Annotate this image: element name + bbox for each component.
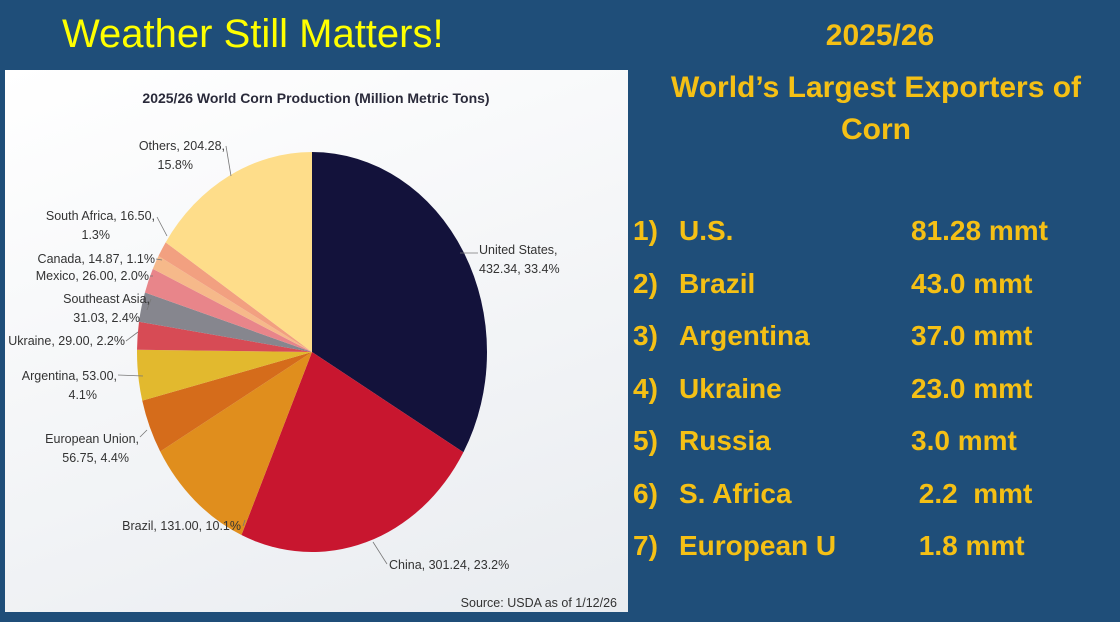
exporter-amount: 2.2 mmt — [911, 477, 1033, 509]
leader-line — [225, 145, 232, 177]
exporter-amount: 1.8 mmt — [911, 530, 1025, 561]
data-label: Mexico, 26.00, 2.0% — [36, 269, 149, 283]
data-label: Others, 204.28, 15.8% — [139, 139, 225, 172]
exporter-country: Ukraine — [679, 372, 782, 404]
exporter-country: Argentina — [679, 320, 810, 351]
exporter-country: Russia — [679, 425, 771, 456]
data-label: United States, 432.34, 33.4% — [479, 243, 560, 276]
data-label: Southeast Asia, 31.03, 2.4% — [63, 292, 150, 325]
leader-line — [372, 541, 388, 565]
exporter-row: 2) Brazil 43.0 mmt — [633, 268, 1113, 304]
chart-source: Source: USDA as of 1/12/26 — [461, 596, 617, 610]
pie-chart: 2025/26 World Corn Production (Million M… — [8, 90, 617, 610]
leader-line — [155, 258, 163, 261]
exporter-rank: 4) — [633, 372, 658, 404]
exporter-rank: 7) — [633, 530, 658, 561]
pie-slice-ukraine — [137, 321, 312, 352]
exporter-amount: 81.28 mmt — [911, 215, 1048, 246]
pie-slice-european-union — [142, 352, 312, 452]
exporter-rank: 2) — [633, 267, 658, 299]
exporter-country: Brazil — [679, 267, 756, 299]
data-label: China, 301.24, 23.2% — [389, 558, 509, 572]
data-label: European Union, 56.75, 4.4% — [45, 432, 139, 465]
exporter-rank: 5) — [633, 425, 658, 456]
exporter-row: 1) U.S. 81.28 mmt — [633, 215, 1113, 251]
exporter-rank: 1) — [633, 215, 658, 246]
exporter-amount: 43.0 mmt — [911, 267, 1033, 299]
leader-line — [242, 519, 246, 527]
pie-slice-southeast-asia — [139, 292, 312, 352]
pie-chart-panel: 2025/26 World Corn Production (Million M… — [5, 70, 628, 612]
pie-slice-argentina — [137, 349, 312, 401]
exporter-row: 6) S. Africa 2.2 mmt — [633, 478, 1113, 514]
pie-slice-south-africa — [158, 242, 312, 352]
slide-title: Weather Still Matters! — [62, 12, 444, 56]
exporter-row: 4) Ukraine 23.0 mmt — [633, 373, 1113, 409]
exporter-amount: 23.0 mmt — [911, 372, 1033, 404]
leader-line — [139, 429, 148, 438]
data-label: South Africa, 16.50, 1.3% — [46, 209, 155, 242]
exporter-country: European U — [679, 530, 837, 561]
pie-slice-mexico — [144, 268, 312, 352]
data-label: Canada, 14.87, 1.1% — [38, 252, 155, 266]
pie-slice-canada — [152, 256, 312, 352]
exporter-amount: 3.0 mmt — [911, 425, 1017, 456]
exporter-country: U.S. — [679, 215, 734, 246]
data-label: Ukraine, 29.00, 2.2% — [8, 334, 125, 348]
exporter-rank: 6) — [633, 477, 658, 509]
exporter-row: 7) European U 1.8 mmt — [633, 530, 1113, 566]
pie-slice-brazil — [160, 352, 312, 536]
exporters-heading-line2: Corn — [841, 113, 911, 146]
leader-line — [156, 216, 168, 237]
chart-title: 2025/26 World Corn Production (Million M… — [142, 90, 489, 106]
leader-line — [117, 374, 144, 377]
exporter-row: 5) Russia 3.0 mmt — [633, 425, 1113, 461]
leader-line — [146, 298, 152, 311]
exporter-amount: 37.0 mmt — [911, 320, 1033, 351]
pie-slice-others — [165, 152, 312, 352]
exporter-row: 3) Argentina 37.0 mmt — [633, 320, 1113, 356]
data-label: Argentina, 53.00, 4.1% — [22, 369, 117, 402]
leader-line — [125, 331, 139, 342]
pie-slice-china — [241, 352, 464, 552]
year-heading: 2025/26 — [825, 19, 935, 52]
exporters-heading-line1: World’s Largest Exporters of — [670, 71, 1082, 104]
data-label: Brazil, 131.00, 10.1% — [122, 519, 241, 533]
exporter-rank: 3) — [633, 320, 658, 351]
exporter-country: S. Africa — [679, 477, 792, 509]
pie-slice-united-states — [312, 152, 488, 453]
